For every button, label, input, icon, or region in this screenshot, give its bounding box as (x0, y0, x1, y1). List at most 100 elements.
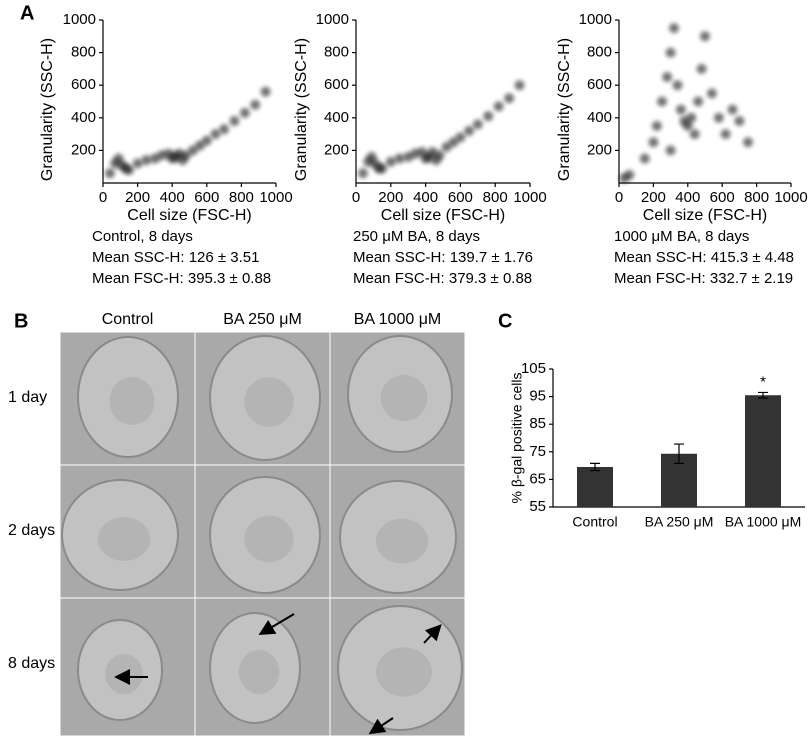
y-tick-label: 200 (587, 141, 612, 158)
bar (745, 395, 781, 507)
nucleus (238, 650, 280, 694)
point (104, 168, 115, 179)
point (665, 47, 676, 58)
y-tick-label: 800 (324, 44, 349, 61)
point (672, 80, 683, 91)
x-tick-label: 1000 (774, 189, 807, 206)
y-tick-label: 200 (324, 141, 349, 158)
point (181, 150, 192, 161)
row-label: 1 day (8, 389, 47, 406)
y-tick-label: 600 (71, 76, 96, 93)
caption: 250 μM BA, 8 days (353, 228, 480, 245)
point (385, 156, 396, 167)
y-tick-label: 85 (529, 415, 546, 432)
point (434, 150, 445, 161)
caption: Mean SSC-H: 139.7 ± 1.76 (353, 249, 533, 266)
panel-label: B (14, 310, 28, 332)
x-tick-label: BA 250 μM (645, 514, 714, 530)
row-label: 8 days (8, 655, 55, 672)
nucleus (380, 374, 428, 422)
point (682, 120, 693, 131)
column-label: Control (102, 311, 154, 328)
point (123, 164, 134, 175)
x-axis-label: Cell size (FSC-H) (127, 207, 251, 224)
row-label: 2 days (8, 522, 55, 539)
caption: Mean FSC-H: 395.3 ± 0.88 (92, 270, 271, 287)
significance: * (760, 373, 766, 390)
x-tick-label: 0 (352, 189, 360, 206)
y-tick-label: 95 (529, 388, 546, 405)
caption: Control, 8 days (92, 228, 193, 245)
caption: Mean FSC-H: 332.7 ± 2.19 (614, 270, 793, 287)
x-tick-label: 0 (99, 189, 107, 206)
point (693, 96, 704, 107)
x-tick-label: 600 (710, 189, 735, 206)
column-label: BA 250 μM (223, 311, 302, 328)
y-tick-label: 800 (71, 44, 96, 61)
x-tick-label: 800 (744, 189, 769, 206)
error-bar (590, 462, 600, 472)
point (210, 129, 221, 140)
point (734, 116, 745, 127)
nucleus (109, 377, 155, 425)
column-label: BA 1000 μM (354, 311, 442, 328)
caption: 1000 μM BA, 8 days (614, 228, 749, 245)
caption: Mean SSC-H: 415.3 ± 4.48 (614, 249, 794, 266)
y-tick-label: 65 (529, 470, 546, 487)
point (132, 158, 143, 169)
bar (577, 466, 613, 507)
point (669, 23, 680, 34)
x-tick-label: 200 (125, 189, 150, 206)
arrow (258, 613, 295, 636)
y-tick-label: 400 (71, 109, 96, 126)
panel-label: A (20, 2, 34, 24)
x-tick-label: 800 (483, 189, 508, 206)
x-tick-label: 400 (413, 189, 438, 206)
y-tick-label: 1000 (579, 11, 612, 28)
error-bar (674, 443, 684, 464)
point (455, 132, 466, 143)
point (648, 137, 659, 148)
x-tick-label: 800 (229, 189, 254, 206)
point (720, 129, 731, 140)
y-axis-label: Granularity (SSC-H) (39, 38, 56, 181)
x-tick-label: 1000 (259, 189, 292, 206)
point (250, 99, 261, 110)
point (713, 112, 724, 123)
x-tick-label: 0 (615, 189, 623, 206)
point (260, 86, 271, 97)
x-tick-label: Control (572, 514, 617, 530)
y-tick-label: 1000 (63, 11, 96, 28)
point (689, 129, 700, 140)
x-tick-label: 1000 (513, 189, 546, 206)
x-tick-label: 400 (675, 189, 700, 206)
point (504, 93, 515, 104)
y-tick-label: 200 (71, 141, 96, 158)
y-tick-label: 75 (529, 443, 546, 460)
error-bar (758, 391, 768, 399)
point (675, 104, 686, 115)
point (514, 80, 525, 91)
y-tick-label: 105 (521, 360, 546, 377)
nucleus (97, 517, 151, 561)
point (727, 104, 738, 115)
arrow (368, 717, 394, 735)
point (441, 142, 452, 153)
point (483, 111, 494, 122)
point (639, 153, 650, 164)
y-axis-label: % β-gal positive cells (509, 373, 525, 504)
nucleus (244, 515, 294, 563)
point (229, 116, 240, 127)
point (493, 101, 504, 112)
nucleus (244, 377, 294, 427)
nucleus (376, 647, 432, 697)
y-axis-label: Granularity (SSC-H) (293, 38, 310, 181)
y-tick-label: 600 (587, 76, 612, 93)
point (464, 125, 475, 136)
y-tick-label: 400 (587, 109, 612, 126)
point (657, 96, 667, 107)
point (665, 145, 676, 156)
y-axis-label: Granularity (SSC-H) (556, 38, 573, 181)
point (686, 112, 697, 123)
caption: Mean SSC-H: 126 ± 3.51 (92, 249, 259, 266)
